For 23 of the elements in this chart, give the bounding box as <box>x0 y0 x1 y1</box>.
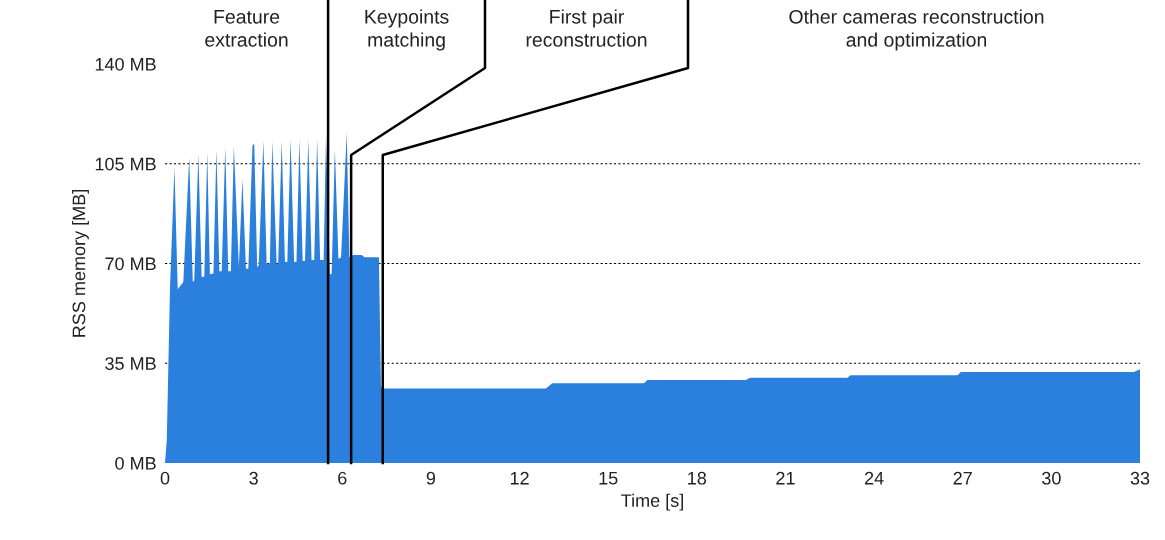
text: Keypoints matching <box>365 9 449 51</box>
x-axis-title: Time [s] <box>621 493 683 511</box>
y-axis-title: RSS memory [MB] <box>72 190 89 337</box>
x-tick-label: 21 <box>776 471 795 485</box>
x-tick-label: 12 <box>510 471 529 485</box>
y-tick-label: 105 MB <box>95 157 156 171</box>
x-tick-label: 15 <box>599 472 618 485</box>
x-tick-label: 3 <box>249 471 258 485</box>
text: Feature extraction <box>205 10 288 47</box>
x-tick-label: 18 <box>688 471 707 485</box>
x-tick-label: 9 <box>426 471 436 485</box>
x-tick-label: 30 <box>1042 471 1061 485</box>
x-tick-label: 0 <box>160 471 170 485</box>
text: First pair reconstruction <box>526 9 647 47</box>
x-tick-label: 24 <box>864 471 884 485</box>
x-tick-label: 27 <box>953 471 972 485</box>
x-tick-label: 33 <box>1130 471 1150 485</box>
y-tick-label: 0 MB <box>115 456 156 470</box>
x-tick-label: 6 <box>338 471 347 485</box>
text: Other cameras reconstruction and optimization <box>789 9 1044 51</box>
y-tick-label: 70 MB <box>105 257 156 271</box>
y-tick-label: 140 MB <box>95 57 156 71</box>
y-tick-label: 35 MB <box>105 357 156 370</box>
